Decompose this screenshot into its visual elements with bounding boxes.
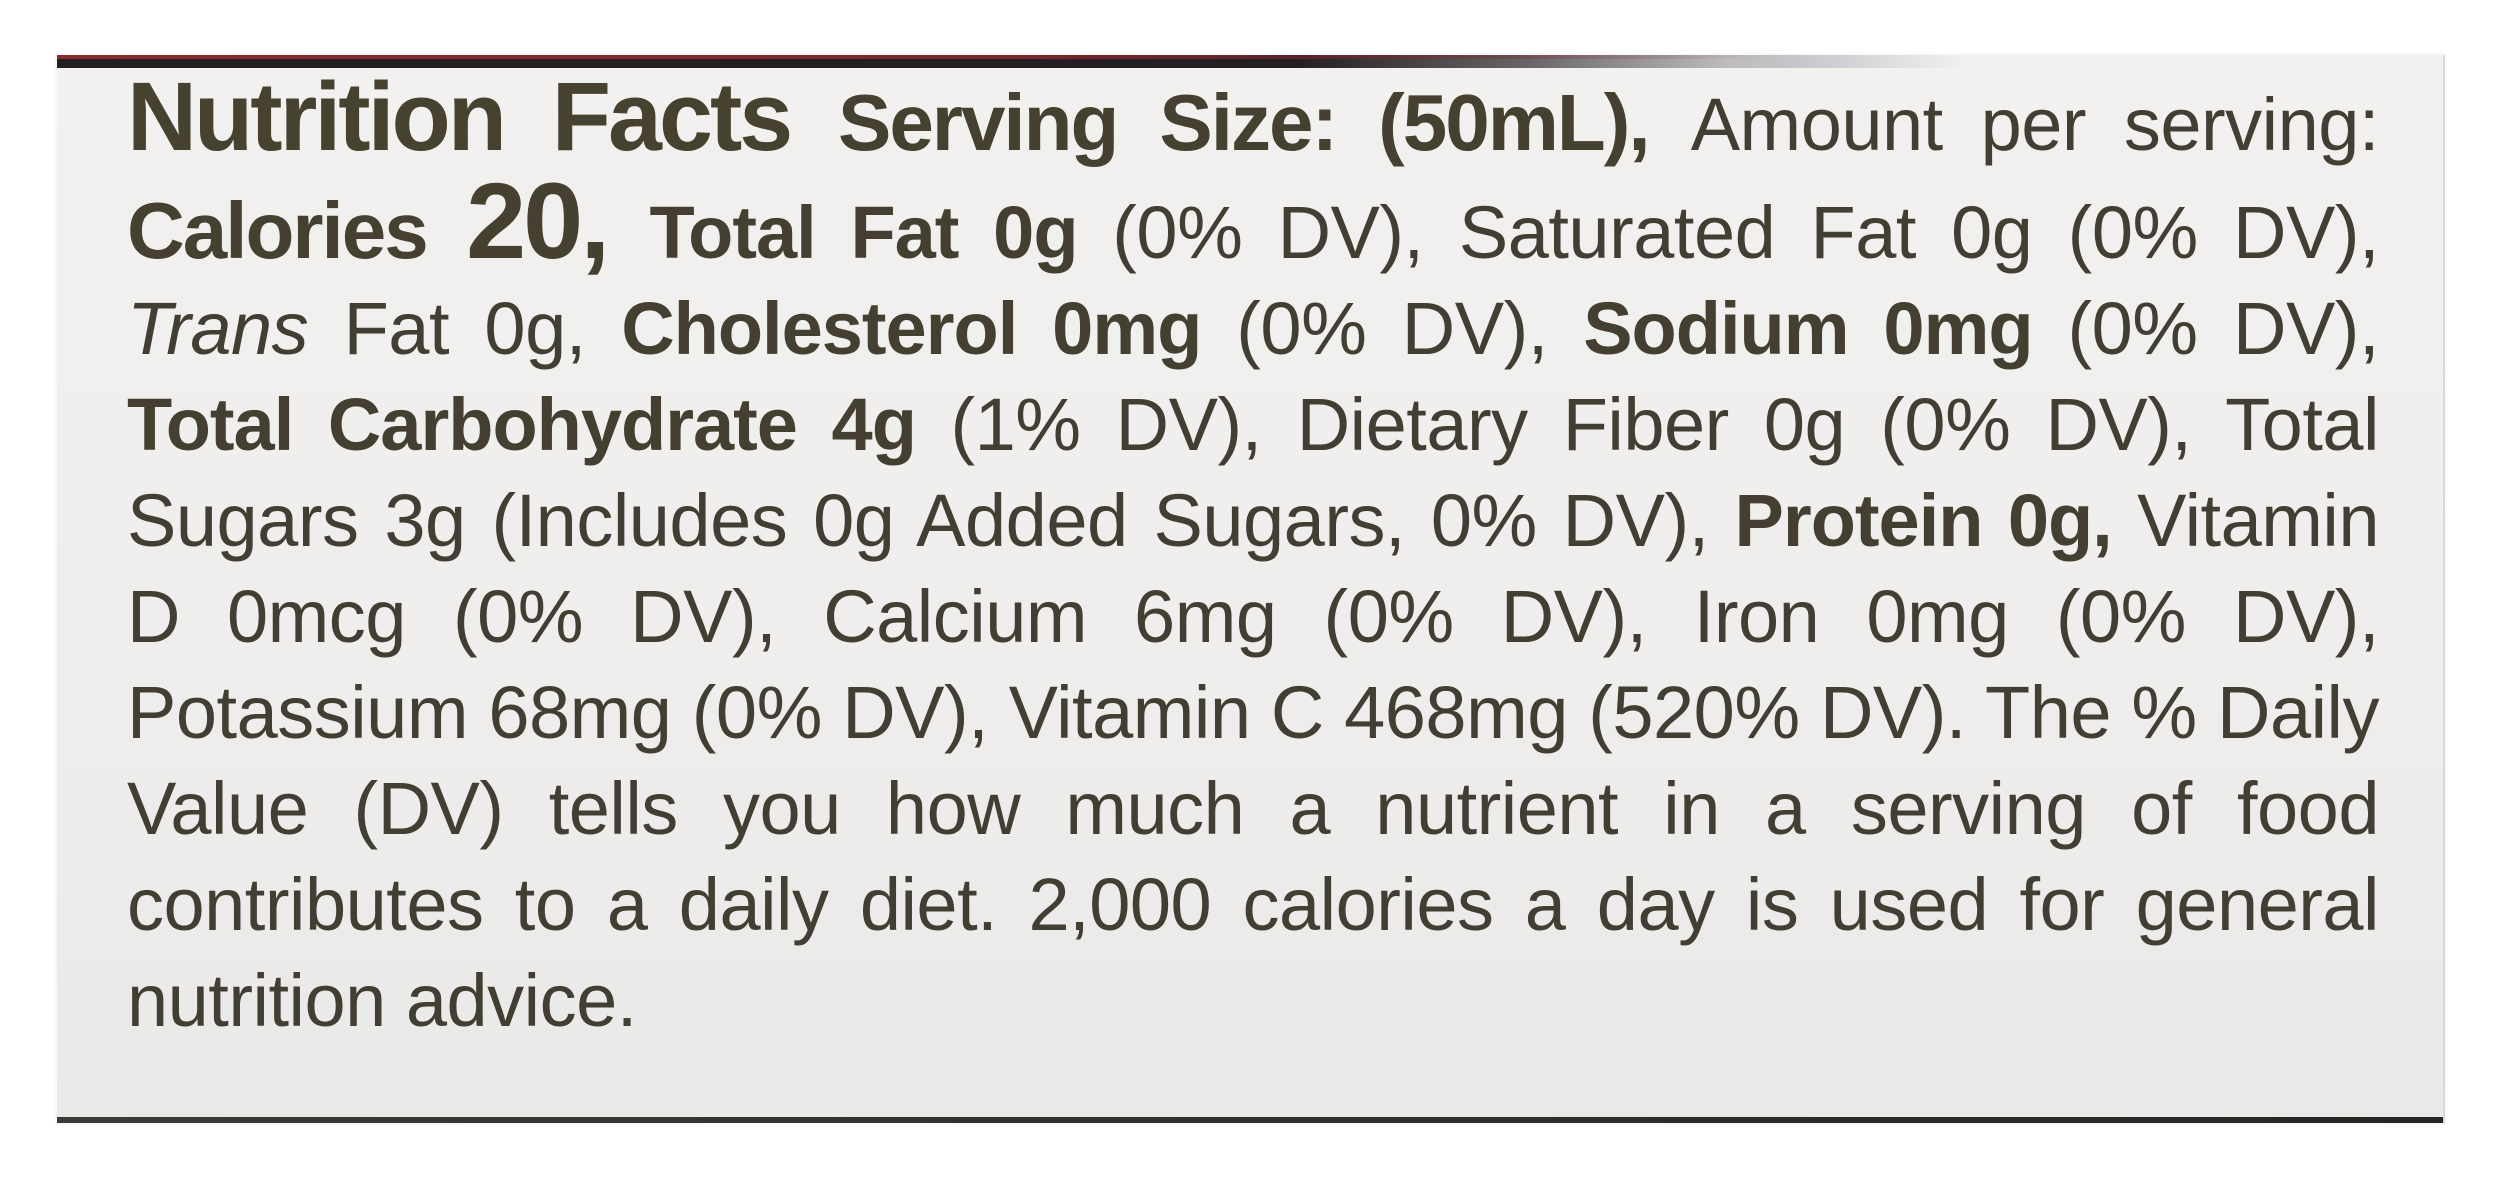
cholesterol-dv-segment: (0% DV), — [1236, 287, 1584, 370]
sodium-dv-segment: (0% DV), — [2067, 287, 2380, 370]
calories-value-segment: 20, — [466, 160, 650, 281]
amount-per-serving-segment: Amount per serving: — [1690, 83, 2380, 166]
protein-segment: Protein 0g, — [1734, 479, 2138, 562]
nutrition-facts-paragraph: Nutrition Facts Serving Size: (50mL), Am… — [57, 55, 2443, 1049]
calories-label-segment: Calories — [127, 186, 467, 275]
saturated-fat-segment: Saturated Fat 0g (0% DV), — [1458, 191, 2380, 274]
cholesterol-segment: Cholesterol 0mg — [621, 287, 1237, 370]
serving-size-segment: Serving Size: (50mL), — [837, 78, 1691, 167]
vitamins-and-footnote-segment: Vitamin D 0mcg (0% DV), Calcium 6mg (0% … — [127, 479, 2380, 1042]
total-fat-dv-segment: (0% DV), — [1112, 191, 1459, 274]
total-fat-segment: Total Fat 0g — [649, 191, 1113, 274]
carbohydrate-details-segment: (1% DV), Dietary Fiber 0g (0% DV), Total… — [127, 383, 2380, 562]
nutrition-facts-label: Nutrition Facts Serving Size: (50mL), Am… — [57, 55, 2445, 1123]
sodium-segment: Sodium 0mg — [1583, 287, 2068, 370]
trans-italic-segment: Trans — [127, 287, 309, 370]
trans-fat-amount-segment: Fat 0g, — [308, 287, 622, 370]
total-carbohydrate-segment: Total Carbohydrate 4g — [127, 383, 951, 466]
nutrition-facts-title: Nutrition Facts — [127, 62, 838, 171]
package-edge-red-line — [57, 55, 2443, 59]
label-bottom-edge — [57, 1117, 2443, 1123]
